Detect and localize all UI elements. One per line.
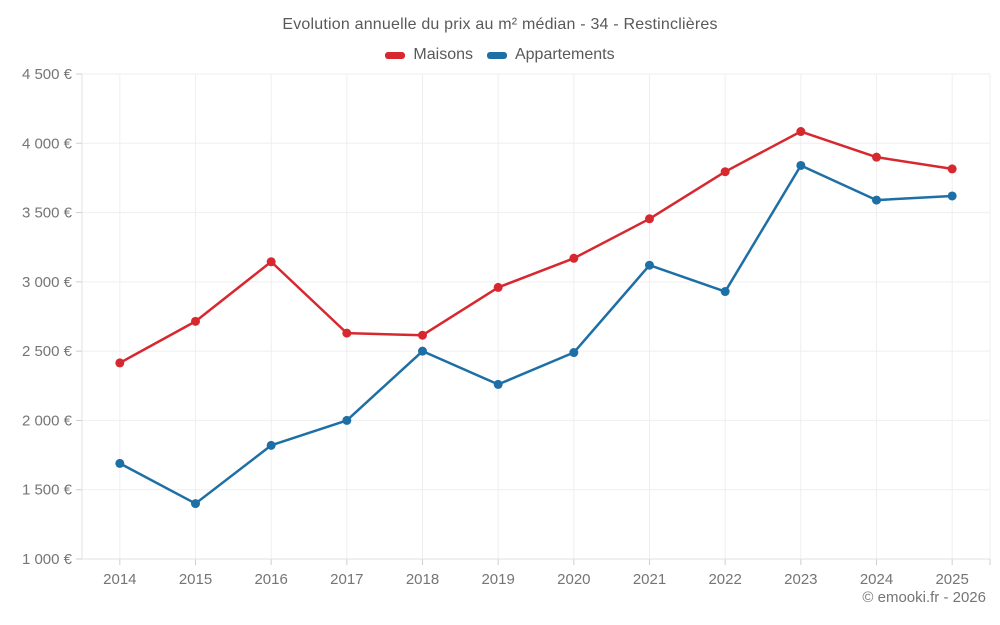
- legend-label-maisons: Maisons: [413, 46, 473, 63]
- y-tick-label: 2 000 €: [22, 412, 73, 429]
- x-tick-label: 2017: [330, 571, 363, 588]
- y-tick-label: 1 000 €: [22, 551, 73, 568]
- x-tick-label: 2019: [481, 571, 514, 588]
- maisons-swatch-icon: [385, 51, 406, 59]
- data-point-appartements-2014[interactable]: [115, 458, 125, 468]
- data-point-maisons-2014[interactable]: [115, 358, 125, 368]
- chart-legend: Maisons Appartements: [0, 46, 1000, 64]
- data-point-appartements-2021[interactable]: [645, 260, 654, 270]
- data-point-appartements-2019[interactable]: [493, 379, 503, 389]
- x-tick-label: 2018: [406, 571, 439, 588]
- data-point-appartements-2015[interactable]: [191, 499, 200, 509]
- data-point-maisons-2025[interactable]: [947, 164, 957, 174]
- data-point-appartements-2022[interactable]: [720, 287, 730, 297]
- y-tick-label: 3 000 €: [22, 274, 73, 291]
- data-point-appartements-2023[interactable]: [796, 160, 806, 170]
- data-point-maisons-2019[interactable]: [493, 282, 503, 292]
- data-point-appartements-2025[interactable]: [947, 191, 957, 201]
- data-point-maisons-2015[interactable]: [191, 316, 200, 326]
- x-tick-label: 2023: [784, 571, 817, 588]
- data-point-maisons-2018[interactable]: [418, 330, 427, 340]
- data-point-maisons-2017[interactable]: [342, 328, 352, 338]
- data-point-appartements-2018[interactable]: [418, 346, 427, 356]
- y-tick-label: 2 500 €: [22, 343, 73, 360]
- data-point-appartements-2016[interactable]: [266, 440, 276, 450]
- legend-item-maisons[interactable]: Maisons: [385, 46, 473, 64]
- data-point-appartements-2020[interactable]: [569, 348, 579, 358]
- x-tick-label: 2020: [557, 571, 590, 588]
- x-tick-label: 2016: [254, 571, 287, 588]
- data-point-maisons-2016[interactable]: [266, 257, 276, 267]
- x-tick-label: 2024: [860, 571, 893, 588]
- data-point-appartements-2024[interactable]: [872, 195, 881, 205]
- data-point-maisons-2020[interactable]: [569, 253, 579, 263]
- x-tick-label: 2022: [708, 571, 741, 588]
- data-point-maisons-2021[interactable]: [645, 214, 654, 224]
- y-tick-label: 3 500 €: [22, 205, 73, 222]
- data-point-appartements-2017[interactable]: [342, 415, 352, 425]
- x-tick-label: 2021: [633, 571, 666, 588]
- legend-item-appartements[interactable]: Appartements: [486, 46, 615, 64]
- chart-title: Evolution annuelle du prix au m² médian …: [282, 16, 718, 33]
- series-line-maisons: [118, 130, 954, 365]
- appartements-swatch-icon: [486, 51, 507, 59]
- footer-credit: © emooki.fr - 2026: [862, 589, 986, 606]
- y-tick-label: 4 500 €: [22, 66, 73, 83]
- data-point-maisons-2023[interactable]: [796, 127, 806, 137]
- y-tick-label: 1 500 €: [22, 482, 73, 499]
- x-tick-label: 2015: [179, 571, 212, 588]
- data-point-maisons-2024[interactable]: [872, 152, 881, 162]
- data-point-maisons-2022[interactable]: [720, 167, 730, 177]
- series-line-appartements: [118, 164, 954, 505]
- y-tick-label: 4 000 €: [22, 135, 73, 152]
- legend-label-appartements: Appartements: [514, 46, 615, 63]
- x-tick-label: 2014: [103, 571, 136, 588]
- x-tick-label: 2025: [935, 571, 968, 588]
